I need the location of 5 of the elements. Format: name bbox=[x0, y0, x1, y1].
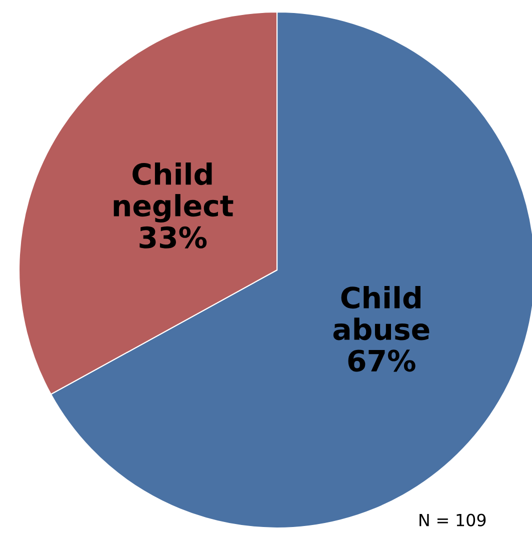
data-label: 67% bbox=[348, 350, 416, 372]
text: N = 109 bbox=[420, 514, 486, 526]
slice-label: Child abuse bbox=[333, 286, 430, 340]
slice-label: Child neglect bbox=[114, 162, 234, 222]
data-label: 33% bbox=[140, 226, 207, 248]
